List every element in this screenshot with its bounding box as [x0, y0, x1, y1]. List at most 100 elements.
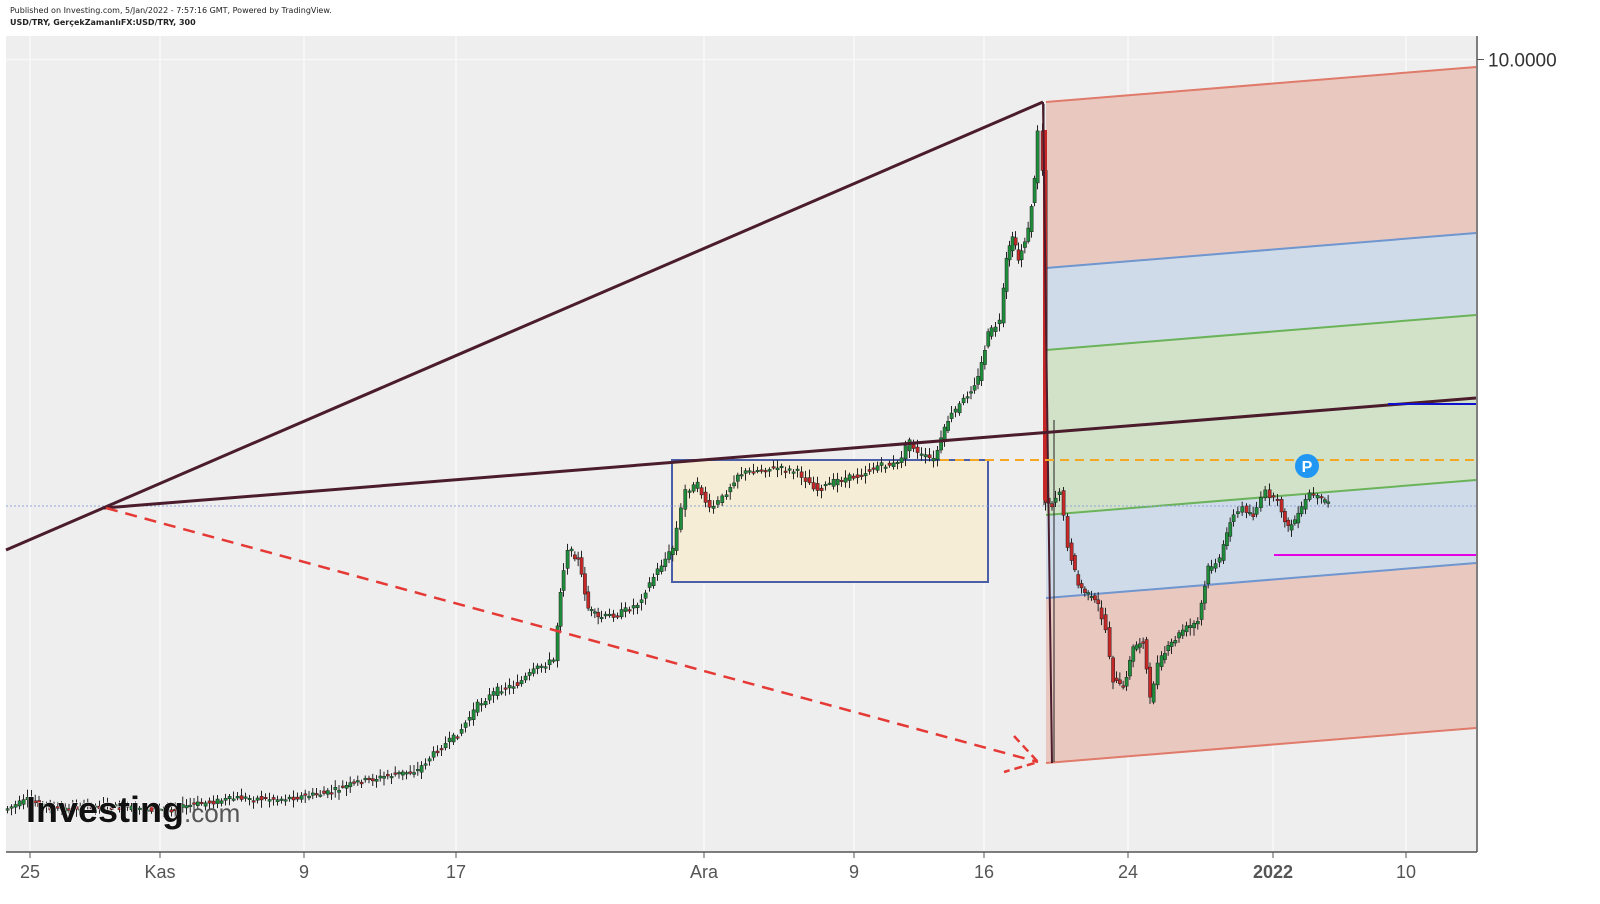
candle-body-29 — [117, 807, 122, 810]
channel-line-green-upper — [1045, 314, 1477, 351]
candle-body-164 — [639, 599, 644, 603]
candle-body-18 — [74, 806, 79, 810]
candle-body-321 — [1228, 522, 1233, 537]
candle-body-330 — [1263, 489, 1268, 498]
candle-body-111 — [435, 750, 440, 754]
candle-body-311 — [1192, 622, 1196, 629]
candle-body-49 — [196, 801, 200, 806]
candle-body-11 — [48, 804, 53, 811]
candle-body-115 — [451, 734, 456, 743]
candle-body-47 — [188, 804, 193, 807]
candle-body-45 — [181, 804, 185, 808]
candle-body-127 — [499, 691, 504, 694]
candle-body-323 — [1236, 511, 1240, 514]
candle-body-241 — [946, 420, 950, 431]
candle-body-59 — [235, 796, 240, 799]
candle-body-27 — [109, 807, 114, 810]
candle-body-203 — [795, 468, 800, 471]
candle-body-126 — [495, 686, 500, 696]
investing-logo: Investing — [26, 789, 184, 830]
candle-body-162 — [631, 605, 636, 609]
candle-body-140 — [551, 659, 556, 662]
candle-body-204 — [799, 471, 804, 478]
candle-body-134 — [527, 672, 532, 676]
pivot-marker[interactable] — [1295, 454, 1319, 478]
candle-body-24 — [97, 805, 102, 810]
candle-body-88 — [348, 782, 353, 787]
symbol-title: USD/TRY, GerçekZamanlıFX:USD/TRY, 300 — [10, 18, 196, 27]
candle-body-32 — [129, 805, 134, 810]
candle-body-244 — [957, 403, 962, 414]
candle-body-132 — [519, 680, 524, 685]
candle-body-289 — [1114, 677, 1119, 681]
candle-body-74 — [295, 796, 300, 800]
candle-body-190 — [743, 470, 748, 474]
candle-body-56 — [223, 798, 228, 801]
candle-body-42 — [169, 809, 174, 813]
candle-body-176 — [687, 490, 692, 493]
candle-body-85 — [337, 790, 341, 793]
candle-body-151 — [589, 609, 594, 612]
candle-body-34 — [137, 807, 142, 810]
candle-body-261 — [1016, 249, 1021, 261]
candle-body-158 — [615, 615, 620, 618]
x-tick-label-8: 2022 — [1253, 862, 1293, 882]
candle-body-26 — [105, 803, 110, 806]
candle-body-227 — [891, 462, 896, 467]
candle-body-258 — [1007, 245, 1012, 261]
candle-body-131 — [515, 682, 520, 686]
channel-zone-upper-red — [1046, 67, 1476, 268]
candle-body-279 — [1079, 583, 1084, 589]
candle-body-252 — [986, 331, 991, 347]
candle-body-299 — [1148, 666, 1152, 698]
candle-body-286 — [1103, 614, 1108, 631]
candle-body-217 — [851, 475, 856, 479]
candle-body-14 — [59, 807, 64, 810]
candle-body-65 — [259, 796, 264, 801]
dashed-arrow-head — [1003, 735, 1041, 774]
candle-body-161 — [627, 609, 632, 612]
candle-body-172 — [671, 547, 675, 555]
candle-body-166 — [647, 582, 652, 588]
candle-body-39 — [157, 808, 162, 811]
candle-body-102 — [401, 771, 405, 776]
candle-body-12 — [52, 807, 56, 810]
candle-body-193 — [755, 470, 760, 473]
candle-body-120 — [471, 709, 476, 720]
candle-body-53 — [211, 800, 216, 805]
candle-body-249 — [976, 376, 980, 385]
candle-body-292 — [1124, 677, 1129, 687]
candle-body-316 — [1209, 566, 1214, 571]
candle-body-334 — [1279, 499, 1284, 513]
candle-body-228 — [895, 461, 900, 464]
candle-body-215 — [843, 477, 848, 483]
candle-body-182 — [711, 506, 716, 509]
candle-body-116 — [455, 736, 460, 739]
candle-body-171 — [667, 551, 671, 560]
candle-body-94 — [371, 778, 375, 782]
candle-body-298 — [1144, 639, 1149, 670]
candle-body-231 — [907, 439, 912, 452]
candle-body-294 — [1131, 646, 1136, 662]
candle-body-114 — [447, 737, 452, 743]
candle-body-149 — [583, 573, 587, 595]
candle-body-229 — [899, 457, 904, 463]
candle-body-177 — [691, 484, 696, 492]
candle-body-236 — [927, 454, 932, 459]
candle-body-237 — [931, 457, 936, 462]
candle-body-259 — [1010, 236, 1015, 252]
candle-body-133 — [523, 675, 528, 681]
candle-body-220 — [863, 473, 868, 477]
candle-body-224 — [879, 462, 884, 466]
candle-body-287 — [1107, 627, 1112, 657]
trend-line-upper — [5, 100, 1044, 552]
candle-body-101 — [397, 772, 401, 775]
candle-body-169 — [659, 565, 664, 572]
candle-body-344 — [1315, 495, 1320, 499]
candle-body-278 — [1076, 574, 1081, 586]
candle-body-242 — [949, 412, 954, 419]
candle-body-271 — [1050, 503, 1054, 508]
candle-body-58 — [231, 798, 236, 801]
candle-body-335 — [1283, 511, 1287, 523]
